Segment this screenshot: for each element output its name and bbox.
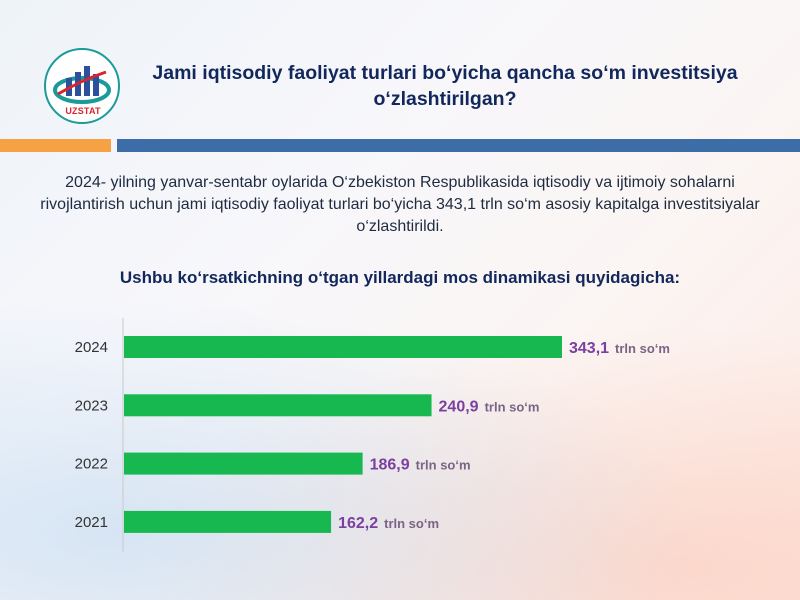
category-label: 2021: [75, 514, 108, 531]
orange-divider-band: [0, 139, 111, 152]
page-title: Jami iqtisodiy faoliyat turlari bo‘yicha…: [152, 62, 738, 110]
investment-bar-chart: 2024 343,1 trln so‘m 2023 240,9 trln so‘m 2022…: [75, 318, 670, 552]
intro-paragraph: 2024- yilning yanvar-sentabr oylarida O‘…: [40, 174, 760, 235]
category-label: 2024: [75, 339, 108, 356]
category-label: 2023: [75, 397, 108, 414]
value-label: 186,9 trln so‘m: [370, 457, 471, 474]
uzstat-emblem-icon: [53, 66, 111, 104]
chart-subtitle: Ushbu ko‘rsatkichning o‘tgan yillardagi …: [119, 268, 681, 287]
bar-2024: [124, 336, 562, 358]
bar-2023: [124, 394, 432, 417]
logo-text: UZSTAT: [65, 106, 101, 116]
background-glow: [0, 260, 800, 600]
bar-2021: [124, 510, 332, 533]
bar-2022: [124, 452, 363, 475]
blue-divider-band: [117, 139, 800, 152]
uzstat-logo: [44, 48, 120, 124]
value-label: 343,1 trln so‘m: [569, 340, 670, 357]
value-label: 162,2 trln so‘m: [338, 515, 439, 532]
category-label: 2022: [75, 456, 108, 473]
value-label: 240,9 trln so‘m: [439, 398, 540, 415]
